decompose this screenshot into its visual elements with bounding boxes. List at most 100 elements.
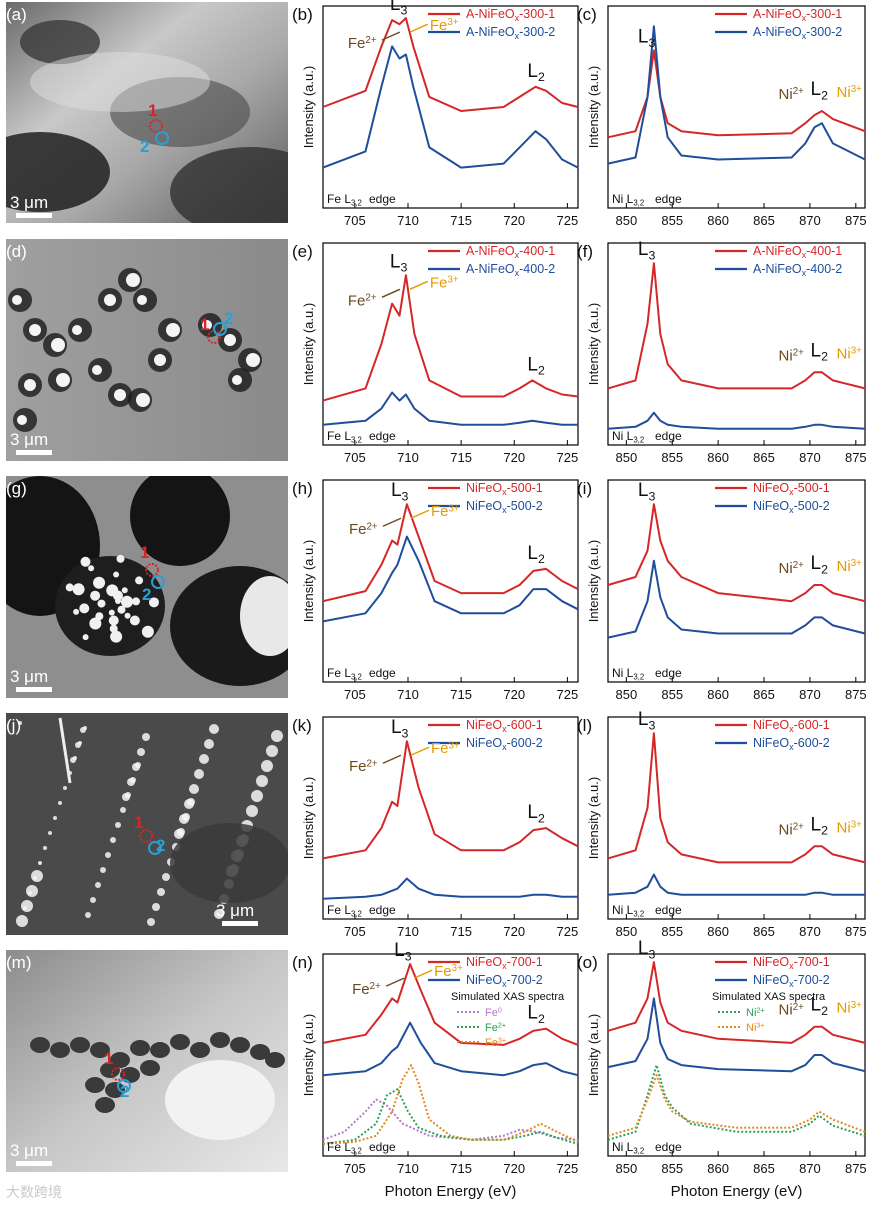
edge-label-suffix: edge (655, 666, 682, 680)
x-tick-label: 710 (397, 213, 419, 228)
bright-particle (26, 885, 38, 897)
bright-particle (224, 334, 236, 346)
x-tick-label: 865 (753, 213, 775, 228)
legend-label: A-NiFeOx-300-1 (466, 7, 555, 23)
edge-label: Ni L3,2 (612, 429, 644, 445)
bright-particle (105, 852, 111, 858)
fe3-arrow (413, 969, 433, 979)
bright-particle (232, 375, 242, 385)
bright-region (30, 52, 210, 112)
chart-panel-f: 850 855 860 865 870 875 Intensity (a.u.) A-NiFe… (577, 239, 867, 465)
dark-particle (90, 1042, 110, 1058)
bright-particle (256, 775, 268, 787)
series-line (322, 503, 579, 603)
y-axis-label: Intensity (a.u.) (586, 777, 601, 859)
fe3-label: Fe3+ (430, 274, 459, 291)
x-tick-label: 720 (503, 213, 525, 228)
bright-particle (135, 576, 144, 585)
x-tick-label: 865 (753, 924, 775, 939)
x-tick-label: 710 (397, 687, 419, 702)
dark-particle (50, 1042, 70, 1058)
bright-region (240, 576, 288, 656)
x-tick-label: 855 (661, 450, 683, 465)
edge-label: Ni L3,2 (612, 666, 644, 682)
marker-1-label: 1 (148, 101, 157, 120)
edge-label-suffix: edge (655, 1140, 682, 1154)
plot-frame (607, 5, 866, 209)
x-tick-label: 850 (616, 1161, 638, 1176)
ni2-label: Ni2+ (779, 821, 805, 838)
bright-particle (137, 295, 147, 305)
bright-particle (142, 733, 150, 741)
bright-particle (129, 615, 140, 626)
fe3-label: Fe3+ (431, 503, 460, 520)
bright-particle (95, 612, 104, 621)
plot-frame (607, 953, 866, 1157)
bright-particle (137, 748, 145, 756)
bright-particle (104, 294, 116, 306)
panel-label: (h) (292, 479, 313, 498)
marker-2-circle (213, 322, 227, 336)
y-axis-label: Intensity (a.u.) (301, 66, 316, 148)
bright-particle (126, 273, 140, 287)
x-tick-label: 725 (557, 213, 579, 228)
x-tick-label: 710 (397, 1161, 419, 1176)
scale-bar (16, 213, 52, 218)
series-line (322, 535, 579, 623)
panel-label: (e) (292, 242, 313, 261)
L3-label: L3 (390, 0, 408, 17)
chart-panel-e: 705 710 715 720 725 Intensity (a.u.) A-NiFeOx-… (292, 242, 579, 465)
x-tick-label: 720 (503, 1161, 525, 1176)
fe2-label: Fe2+ (349, 521, 378, 538)
legend-label: A-NiFeOx-300-1 (753, 7, 842, 23)
bright-particle (246, 353, 260, 367)
bright-particle (100, 867, 106, 873)
marker-1-circle (207, 330, 221, 344)
marker-2-label: 2 (224, 309, 233, 328)
L2-label: L2 (527, 61, 545, 84)
x-tick-label: 725 (557, 450, 579, 465)
series-line (322, 391, 578, 426)
x-tick-label: 870 (799, 1161, 821, 1176)
bright-particle (29, 324, 41, 336)
x-tick-label: 705 (344, 450, 366, 465)
bright-particle (112, 590, 123, 601)
marker-1-circle (145, 563, 159, 577)
fe2-arrow (382, 517, 402, 527)
dark-particle (210, 1032, 230, 1048)
L3-label: L3 (394, 940, 412, 963)
bright-particle (24, 379, 36, 391)
bright-particle (73, 608, 80, 615)
y-axis-label: Intensity (a.u.) (301, 303, 316, 385)
bright-particle (16, 915, 28, 927)
series-line (322, 877, 578, 900)
L2-label: L2 (811, 79, 829, 102)
bright-particle (31, 870, 43, 882)
fe3-label: Fe3+ (431, 740, 460, 757)
x-tick-label: 850 (616, 213, 638, 228)
micrograph-3: 3 μm (g) 1 2 (6, 476, 288, 698)
series-line (322, 1088, 579, 1145)
x-tick-label: 710 (397, 450, 419, 465)
series-line (322, 1021, 579, 1077)
series-line (607, 503, 866, 603)
plot-frame (607, 716, 866, 920)
plot-frame (607, 242, 866, 446)
L3-label: L3 (390, 251, 408, 274)
x-tick-label: 855 (661, 213, 683, 228)
panel-label: (a) (6, 5, 27, 24)
plot-frame (322, 479, 579, 683)
bright-particle (63, 786, 67, 790)
fe2-label: Fe2+ (352, 981, 381, 998)
sim-legend-label: Fe0 (485, 1006, 502, 1019)
edge-label-suffix: edge (655, 903, 682, 917)
x-axis-label: Photon Energy (eV) (671, 1183, 803, 1200)
L2-label: L2 (527, 802, 545, 825)
bright-particle (88, 565, 95, 572)
chart-panel-c: 850 855 860 865 870 875 Intensity (a.u.) A-NiFe… (577, 5, 867, 228)
x-tick-label: 855 (661, 924, 683, 939)
bright-particle (93, 576, 106, 589)
x-tick-label: 715 (450, 213, 472, 228)
x-tick-label: 865 (753, 687, 775, 702)
